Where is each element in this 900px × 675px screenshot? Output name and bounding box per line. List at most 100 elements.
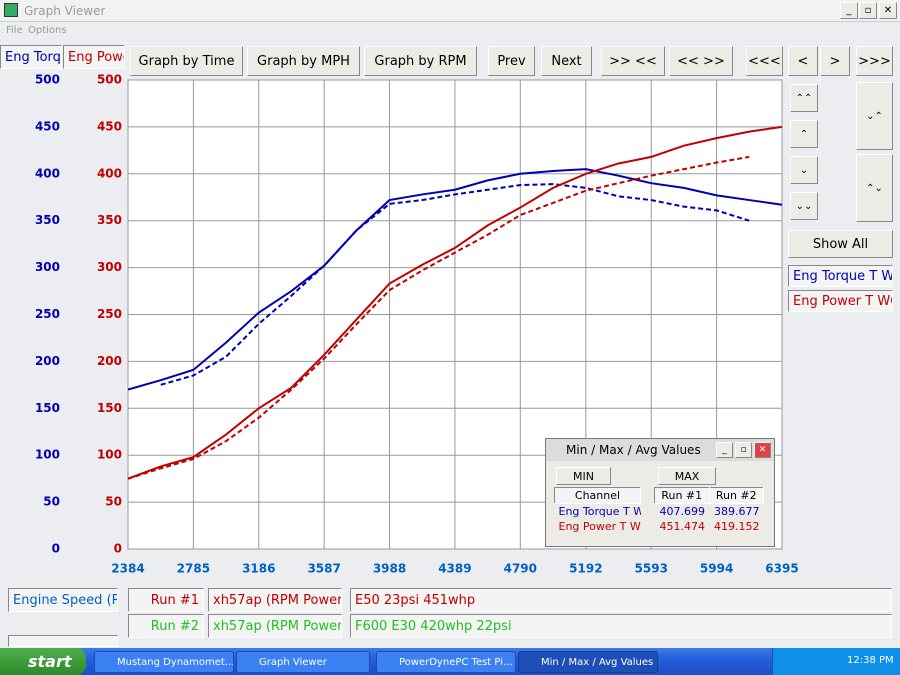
values-table: Channel Run #1 Run #2 Eng Torque T W 407.69… (554, 487, 764, 534)
run-label: Run #2 (128, 614, 204, 638)
y2-tick-label: 100 (97, 448, 122, 462)
field (8, 635, 118, 647)
cell: Eng Power T WC (558, 520, 641, 533)
header: Run #1 (654, 487, 710, 504)
cell: 451.474 (659, 520, 706, 533)
y-tick-label: 150 (35, 401, 60, 415)
header: Run #2 (708, 487, 764, 504)
y2-tick-label: 450 (97, 119, 122, 133)
x-tick-label: 3988 (373, 562, 406, 576)
task-item[interactable]: Min / Max / Avg Values (518, 651, 658, 673)
x-tick-label: 5192 (569, 562, 602, 576)
series-line (127, 125, 783, 480)
cell: 389.677 (714, 505, 760, 518)
dialog-title: Min / Max / Avg Values (566, 443, 701, 457)
dialog-title-bar: Min / Max / Avg Values _ ▫ ✕ (546, 439, 774, 461)
min-button[interactable]: MIN (556, 467, 611, 485)
max-button[interactable]: MAX (658, 467, 716, 485)
start-button[interactable]: start (0, 648, 86, 675)
app-icon (4, 3, 18, 17)
toolbar-button[interactable]: Graph by MPH (247, 46, 360, 76)
taskbar: start Mustang Dynamomet... Graph Viewer … (0, 648, 900, 675)
series-line (127, 155, 750, 480)
channel-field[interactable]: Engine Speed (RI (8, 588, 118, 612)
y-tick-label: 50 (43, 495, 60, 509)
toolbar-button[interactable]: << >> (669, 46, 733, 76)
task-item[interactable]: Mustang Dynamomet... (94, 651, 234, 673)
dialog: Min / Max / Avg Values _ ▫ ✕ MIN MAX Cha… (545, 438, 775, 547)
maximize[interactable]: ▫ (859, 2, 877, 19)
scale-button[interactable]: ⌃⌄ (856, 154, 893, 222)
cell: Eng Torque T W (558, 505, 641, 518)
scroll-button[interactable]: ⌃ (790, 120, 818, 148)
axis-tab[interactable]: Eng Powe (63, 45, 125, 69)
toolbar-button[interactable]: < (788, 46, 818, 76)
y-tick-label: 400 (35, 166, 60, 180)
y-tick-label: 350 (35, 213, 60, 227)
menu-options[interactable]: Options (28, 25, 67, 36)
x-tick-label: 3587 (307, 562, 340, 576)
toolbar-button[interactable]: > (820, 46, 850, 76)
close[interactable]: ✕ (879, 2, 897, 19)
y2-tick-label: 150 (97, 401, 122, 415)
maximize[interactable]: ▫ (735, 442, 752, 458)
x-tick-label: 4790 (504, 562, 537, 576)
scroll-button[interactable]: ⌄⌄ (790, 192, 818, 220)
y2-tick-label: 300 (97, 260, 122, 274)
toolbar-button[interactable]: >> << (601, 46, 665, 76)
title-bar: Graph Viewer _ ▫ ✕ (0, 0, 900, 22)
y2-tick-label: 0 (114, 542, 122, 556)
x-tick-label: 5994 (700, 562, 733, 576)
show-all-button[interactable]: Show All (788, 230, 893, 258)
y2-tick-label: 350 (97, 213, 122, 227)
toolbar-button[interactable]: Prev (488, 46, 535, 76)
toolbar-button[interactable]: <<< (746, 46, 783, 76)
task-item[interactable]: PowerDynePC Test Pi... (376, 651, 516, 673)
y2-tick-label: 200 (97, 354, 122, 368)
y-tick-label: 100 (35, 448, 60, 462)
y-tick-label: 200 (35, 354, 60, 368)
y2-tick-label: 400 (97, 166, 122, 180)
y-tick-label: 250 (35, 307, 60, 321)
toolbar-button[interactable]: >>> (856, 46, 893, 76)
toolbar-button[interactable]: Graph by RPM (364, 46, 477, 76)
x-tick-label: 5593 (635, 562, 668, 576)
y-tick-label: 0 (52, 542, 60, 556)
series-line (160, 183, 750, 386)
scale-button[interactable]: ⌄⌃ (856, 82, 893, 150)
x-tick-label: 3186 (242, 562, 275, 576)
cell: 419.152 (714, 520, 760, 533)
toolbar-button[interactable]: Next (541, 46, 592, 76)
task-item[interactable]: Graph Viewer (236, 651, 370, 673)
menu-file[interactable]: File (6, 25, 23, 36)
close[interactable]: ✕ (754, 442, 771, 458)
axis-tab[interactable]: Eng Torq (0, 45, 62, 69)
toolbar-button[interactable]: Graph by Time (130, 46, 243, 76)
x-tick-label: 4389 (438, 562, 471, 576)
clock: 12:38 PM (772, 648, 900, 675)
channel-label[interactable]: Eng Torque T W (788, 265, 893, 287)
y2-tick-label: 500 (97, 73, 122, 87)
y2-tick-label: 50 (105, 495, 122, 509)
scroll-button[interactable]: ⌄ (790, 156, 818, 184)
y-tick-label: 450 (35, 119, 60, 133)
cell: 407.699 (659, 505, 706, 518)
x-tick-label: 6395 (765, 562, 798, 576)
run-note: F600 E30 420whp 22psi (350, 614, 892, 638)
y-tick-label: 500 (35, 73, 60, 87)
minimize[interactable]: _ (840, 2, 858, 19)
minimize[interactable]: _ (716, 442, 733, 458)
run-file: xh57ap (RPM Powere (208, 588, 342, 612)
run-file: xh57ap (RPM Powere (208, 614, 342, 638)
x-tick-label: 2785 (177, 562, 210, 576)
scroll-button[interactable]: ⌃⌃ (790, 84, 818, 112)
run-label: Run #1 (128, 588, 204, 612)
run-note: E50 23psi 451whp (350, 588, 892, 612)
y2-tick-label: 250 (97, 307, 122, 321)
window-title: Graph Viewer (24, 4, 106, 18)
x-tick-label: 2384 (111, 562, 144, 576)
channel-label[interactable]: Eng Power T WC (788, 290, 893, 312)
series-line (127, 168, 783, 391)
